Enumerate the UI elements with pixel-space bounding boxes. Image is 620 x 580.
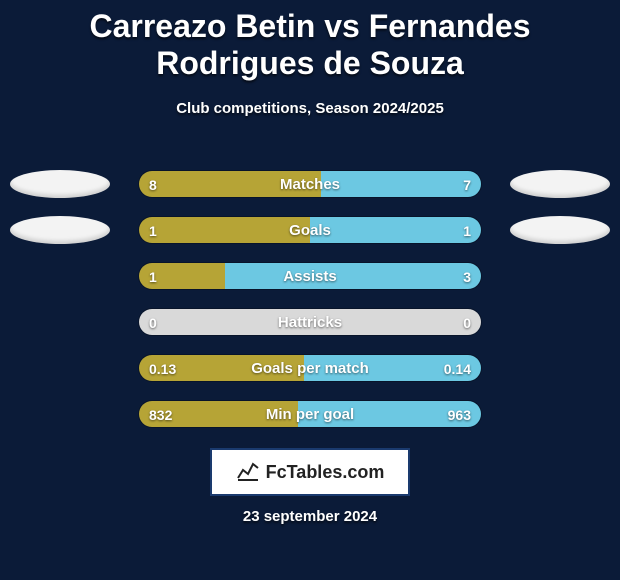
stat-value-left: 1 xyxy=(149,263,157,290)
comparison-date: 23 september 2024 xyxy=(0,508,620,525)
stat-value-left: 8 xyxy=(149,171,157,198)
stat-label: Goals xyxy=(139,217,481,244)
branding-box: FcTables.com xyxy=(210,448,410,496)
stat-label: Min per goal xyxy=(139,401,481,428)
stat-value-left: 832 xyxy=(149,401,172,428)
stat-row: Goals1 1 xyxy=(0,216,620,244)
comparison-title: Carreazo Betin vs Fernandes Rodrigues de… xyxy=(0,0,620,82)
stat-value-right: 7 xyxy=(463,171,471,198)
stat-bar: Assists1 3 xyxy=(138,262,482,290)
stat-label: Hattricks xyxy=(139,309,481,336)
stat-value-right: 0 xyxy=(463,309,471,336)
stat-value-right: 1 xyxy=(463,217,471,244)
stat-bar: Goals per match0.13 0.14 xyxy=(138,354,482,382)
stat-value-left: 0.13 xyxy=(149,355,176,382)
branding-text: FcTables.com xyxy=(266,462,385,483)
stat-bar: Matches8 7 xyxy=(138,170,482,198)
stat-row: Goals per match0.13 0.14 xyxy=(0,354,620,382)
stats-rows: Matches87Goals11Assists13Hattricks00Goal… xyxy=(0,170,620,446)
stat-value-right: 0.14 xyxy=(444,355,471,382)
stat-row: Matches8 7 xyxy=(0,170,620,198)
stat-value-left: 1 xyxy=(149,217,157,244)
stat-row: Hattricks0 0 xyxy=(0,308,620,336)
stat-bar: Hattricks0 0 xyxy=(138,308,482,336)
player-left-avatar xyxy=(10,170,110,198)
stat-label: Matches xyxy=(139,171,481,198)
stat-label: Assists xyxy=(139,263,481,290)
stat-row: Assists1 3 xyxy=(0,262,620,290)
player-right-avatar xyxy=(510,216,610,244)
comparison-subtitle: Club competitions, Season 2024/2025 xyxy=(0,100,620,117)
stat-row: Min per goal832 963 xyxy=(0,400,620,428)
stat-label: Goals per match xyxy=(139,355,481,382)
stat-value-right: 3 xyxy=(463,263,471,290)
player-right-avatar xyxy=(510,170,610,198)
stat-value-right: 963 xyxy=(448,401,471,428)
stat-bar: Goals1 1 xyxy=(138,216,482,244)
stat-bar: Min per goal832 963 xyxy=(138,400,482,428)
chart-icon xyxy=(236,458,260,487)
stat-value-left: 0 xyxy=(149,309,157,336)
player-left-avatar xyxy=(10,216,110,244)
